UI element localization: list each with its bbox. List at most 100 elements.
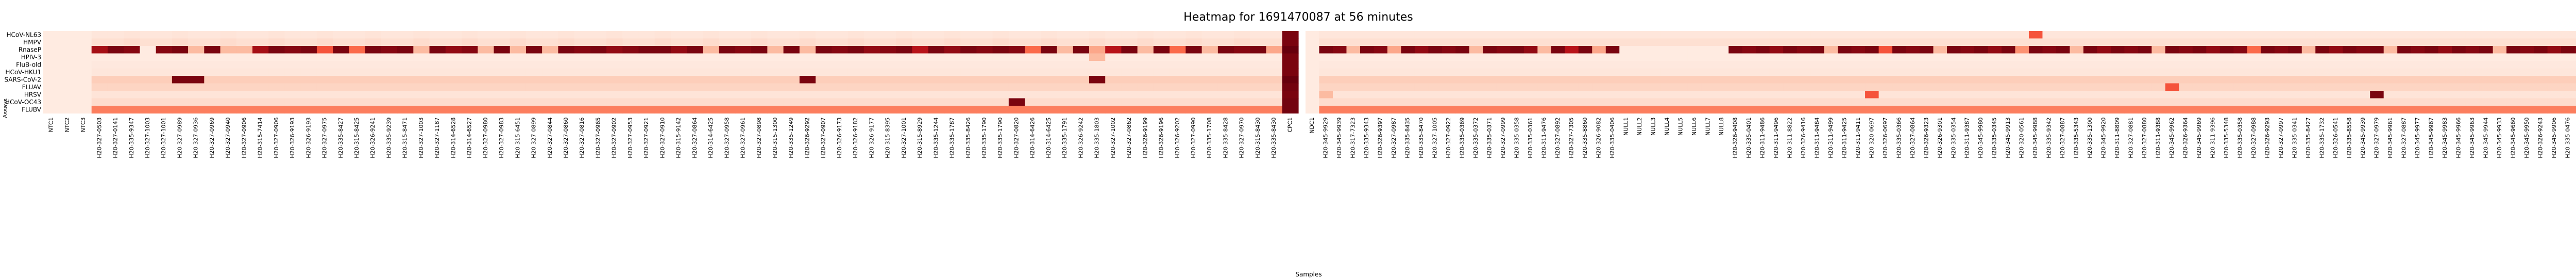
heatmap-cell: [2124, 76, 2139, 84]
heatmap-cell: [1319, 46, 1333, 54]
heatmap-cell: [2329, 53, 2343, 61]
heatmap-cell: [1933, 61, 1947, 69]
heatmap-cell: [2370, 53, 2384, 61]
heatmap-cell: [2479, 38, 2494, 46]
heatmap-cell: [1025, 46, 1041, 54]
heatmap-cell: [220, 61, 237, 69]
heatmap-cell: [1810, 31, 1825, 39]
heatmap-cell: [75, 53, 92, 61]
heatmap-cell: [1469, 38, 1483, 46]
heatmap-cell: [2561, 91, 2575, 99]
heatmap-cell: [1551, 38, 1565, 46]
heatmap-cell: [558, 53, 575, 61]
column-label: NULL5: [1677, 118, 1684, 136]
heatmap-cell: [848, 98, 865, 106]
heatmap-cell: [1701, 53, 1716, 61]
column-label: H20-326-9082: [1596, 118, 1602, 158]
heatmap-cell: [2219, 53, 2234, 61]
heatmap-cell: [863, 68, 880, 76]
heatmap-cell: [767, 46, 784, 54]
heatmap-cell: [2056, 31, 2071, 39]
heatmap-cell: [2179, 76, 2193, 84]
heatmap-cell: [751, 91, 768, 99]
heatmap-cell: [1892, 38, 1907, 46]
heatmap-cell: [1089, 91, 1106, 99]
heatmap-cell: [1496, 61, 1511, 69]
heatmap-cell: [2547, 61, 2562, 69]
heatmap-cell: [43, 106, 60, 114]
heatmap-cell: [1523, 76, 1538, 84]
heatmap-cell: [1865, 61, 1879, 69]
heatmap-cell: [429, 91, 446, 99]
heatmap-cell: [1319, 76, 1333, 84]
heatmap-cell: [2547, 31, 2562, 39]
heatmap-cell: [1851, 31, 1866, 39]
heatmap-cell: [2343, 91, 2357, 99]
heatmap-cell: [1878, 91, 1893, 99]
heatmap-cell: [2465, 46, 2480, 54]
heatmap-cell: [397, 61, 414, 69]
heatmap-cell: [2288, 38, 2302, 46]
heatmap-cell: [1332, 61, 1347, 69]
heatmap-cell: [1105, 106, 1122, 114]
heatmap-cell: [124, 53, 140, 61]
heatmap-cell: [2301, 91, 2316, 99]
heatmap-cell: [1442, 91, 1456, 99]
heatmap-cell: [107, 68, 124, 76]
heatmap-cell: [2124, 38, 2139, 46]
heatmap-cell: [1647, 91, 1661, 99]
column-label: H20-315-6451: [514, 118, 521, 158]
heatmap-cell: [349, 31, 366, 39]
column-label: H20-326-9173: [836, 118, 843, 158]
heatmap-cell: [574, 91, 591, 99]
heatmap-cell: [2343, 106, 2357, 114]
heatmap-cell: [1674, 31, 1688, 39]
heatmap-cell: [333, 76, 349, 84]
column-label: H20-327-0997: [2278, 118, 2284, 158]
heatmap-cell: [590, 61, 607, 69]
heatmap-cell: [1824, 76, 1838, 84]
heatmap-cell: [944, 46, 961, 54]
heatmap-cell: [413, 61, 430, 69]
heatmap-cell: [2506, 46, 2521, 54]
heatmap-cell: [252, 46, 269, 54]
column-label: H20-311-9411: [1855, 118, 1861, 158]
heatmap-cell: [574, 38, 591, 46]
column-label: H20-345-9961: [2387, 118, 2394, 158]
heatmap-cell: [1510, 38, 1524, 46]
heatmap-cell: [1551, 61, 1565, 69]
heatmap-cell: [140, 106, 157, 114]
heatmap-cell: [1933, 91, 1947, 99]
heatmap-cell: [1089, 98, 1106, 106]
heatmap-cell: [638, 38, 655, 46]
heatmap-cell: [2124, 83, 2139, 91]
heatmap-cell: [2083, 31, 2097, 39]
heatmap-cell: [799, 83, 816, 91]
heatmap-cell: [2110, 38, 2125, 46]
column-label: H20-335-0358: [1514, 118, 1520, 158]
heatmap-cell: [1797, 106, 1811, 114]
heatmap-cell: [2261, 68, 2275, 76]
heatmap-cell: [928, 31, 945, 39]
heatmap-cell: [2356, 76, 2370, 84]
column-label: H20-335-8428: [1222, 118, 1229, 158]
column-label: NULL8: [1718, 118, 1725, 136]
heatmap-cell: [1647, 68, 1661, 76]
heatmap-cell: [1619, 106, 1634, 114]
heatmap-cell: [1906, 76, 1920, 84]
heatmap-cell: [2452, 61, 2466, 69]
heatmap-cell: [429, 83, 446, 91]
column-label: H20-345-9920: [2100, 118, 2107, 158]
column-label: H20-335-0366: [1895, 118, 1902, 158]
column-label: H20-326-0697: [1882, 118, 1889, 158]
heatmap-cell: [606, 98, 623, 106]
heatmap-cell: [204, 106, 221, 114]
heatmap-cell: [107, 53, 124, 61]
heatmap-cell: [2329, 91, 2343, 99]
heatmap-cell: [2151, 31, 2166, 39]
heatmap-cell: [1153, 76, 1170, 84]
heatmap-cell: [1217, 98, 1234, 106]
column-label: H20-335-1803: [1094, 118, 1100, 158]
heatmap-cell: [1266, 61, 1283, 69]
heatmap-cell: [2383, 53, 2398, 61]
